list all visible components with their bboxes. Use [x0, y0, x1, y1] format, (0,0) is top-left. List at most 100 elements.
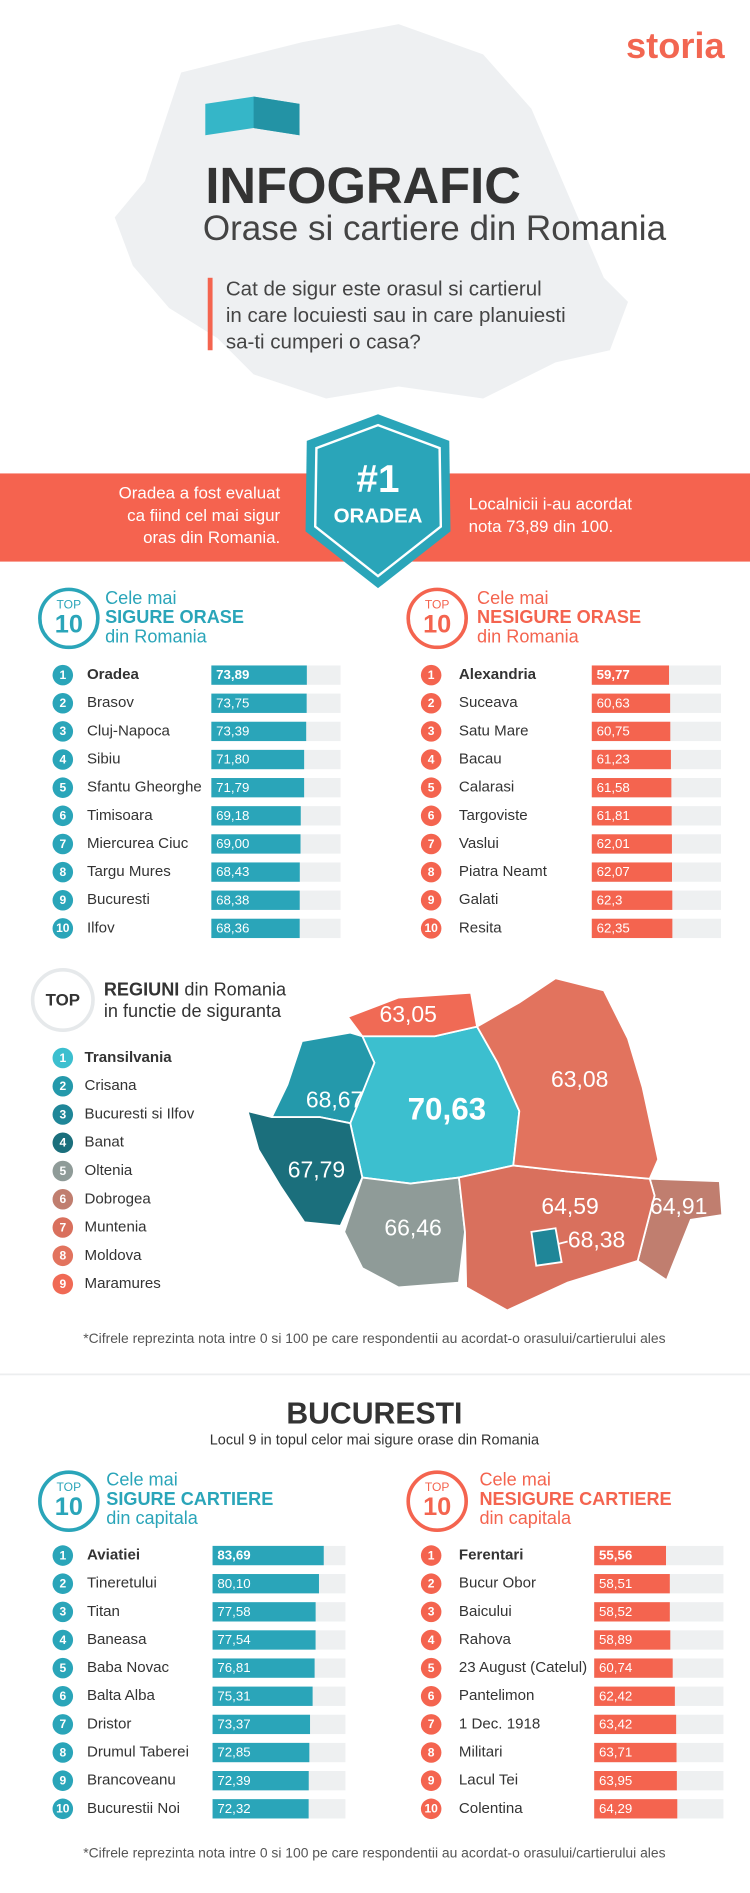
bar-label: 55,56	[599, 1548, 632, 1563]
rank-circle	[420, 1573, 442, 1594]
heading-bold: REGIUNI	[104, 979, 179, 999]
bar	[212, 1714, 311, 1735]
footnote: *Cifrele reprezinta nota intre 0 si 100 …	[83, 1845, 665, 1861]
bar-label: 60,75	[597, 724, 630, 739]
rank: 9	[428, 1773, 435, 1787]
top-badge	[38, 1470, 100, 1533]
banner-right-line: nota 73,89 din 100.	[469, 517, 614, 536]
badge-num: 10	[55, 1493, 83, 1521]
item-name: Baneasa	[87, 1631, 147, 1648]
region-name: Dobrogea	[85, 1190, 152, 1207]
item-name: Militari	[459, 1744, 503, 1761]
rank: 5	[59, 780, 66, 794]
rank-circle	[52, 889, 74, 911]
bar	[591, 749, 671, 770]
top-badge	[30, 967, 95, 1033]
rank-circle	[52, 777, 74, 798]
item-name: Rahova	[459, 1631, 512, 1648]
top-badge	[406, 1470, 468, 1533]
shield	[305, 414, 451, 589]
badge-rank: #1	[357, 458, 400, 501]
bar-label: 76,81	[217, 1660, 250, 1675]
item-name: Bucurestii Noi	[87, 1800, 180, 1817]
rank: 6	[428, 1689, 435, 1703]
rank: 7	[59, 837, 66, 851]
rank-circle	[52, 805, 74, 827]
bar	[212, 1799, 309, 1819]
bar-label: 73,89	[216, 667, 249, 682]
bar	[591, 890, 673, 910]
bar	[211, 721, 307, 742]
region-name: Maramures	[85, 1275, 161, 1292]
rank-circle	[420, 1685, 442, 1707]
list-heading: din capitala	[479, 1508, 572, 1528]
bar-label: 61,81	[597, 808, 630, 823]
region-name: Banat	[85, 1134, 125, 1151]
bar	[591, 665, 670, 685]
list-heading: SIGURE ORASE	[105, 607, 244, 627]
list-heading: SIGURE CARTIERE	[106, 1489, 273, 1509]
bar	[591, 918, 673, 939]
item-name: Sibiu	[87, 751, 121, 768]
item-name: Bucur Obor	[459, 1575, 536, 1592]
item-name: Oradea	[87, 666, 140, 683]
section-title: BUCURESTI	[286, 1397, 462, 1430]
rank: 7	[59, 1717, 66, 1731]
rank: 4	[428, 752, 435, 766]
rank-circle	[52, 1545, 74, 1566]
item-name: Satu Mare	[459, 722, 529, 739]
rank: 5	[59, 1164, 66, 1178]
region-name: Muntenia	[85, 1219, 148, 1236]
bar	[591, 693, 671, 713]
map-value: 63,08	[551, 1066, 608, 1092]
map-region	[246, 1109, 364, 1227]
item-name: Targoviste	[459, 807, 528, 824]
rank-circle	[52, 1742, 74, 1763]
bar-label: 62,42	[599, 1688, 632, 1703]
regions-heading: REGIUNI din Romania	[104, 979, 287, 999]
region-name: Crisana	[85, 1077, 138, 1094]
rank: 6	[428, 809, 435, 823]
rank-circle	[52, 1601, 74, 1623]
list-heading: Cele mai	[105, 588, 176, 608]
bar	[591, 721, 671, 742]
top-badge	[38, 587, 100, 650]
map-value: 68,67	[306, 1087, 363, 1113]
item-name: Cluj-Napoca	[87, 722, 171, 739]
bar-label: 60,63	[597, 695, 630, 710]
map-value: 68,38	[568, 1227, 625, 1253]
rank-circle	[52, 1770, 74, 1791]
bar	[591, 778, 672, 798]
rank: 3	[59, 1605, 66, 1619]
item-name: Brasov	[87, 694, 134, 711]
item-name: Baicului	[459, 1603, 512, 1620]
rank-circle	[52, 1573, 74, 1594]
map-value: 63,05	[380, 1001, 437, 1027]
bar-label: 58,51	[599, 1576, 632, 1591]
badge-top: TOP	[57, 597, 82, 611]
rank: 7	[428, 1717, 435, 1731]
subtitle: Orase si cartiere din Romania	[203, 209, 667, 248]
bar-label: 72,32	[217, 1801, 250, 1816]
bar-label: 62,3	[597, 892, 623, 907]
item-name: Lacul Tei	[459, 1772, 518, 1789]
rank: 2	[428, 1576, 435, 1590]
bar-label: 69,00	[216, 836, 249, 851]
rank-circle	[420, 749, 442, 770]
map-value: 64,91	[650, 1193, 707, 1219]
bar	[594, 1574, 670, 1594]
heading-rest: din Romania	[184, 979, 287, 999]
list-heading: din Romania	[105, 626, 208, 646]
bar-label: 62,35	[597, 921, 630, 936]
badge-city: ORADEA	[334, 504, 423, 527]
item-name: Piatra Neamt	[459, 863, 548, 880]
item-name: Miercurea Ciuc	[87, 835, 189, 852]
badge-top: TOP	[425, 1480, 450, 1494]
question-line: Cat de sigur este orasul si cartierul	[226, 277, 542, 300]
rank-circle	[52, 861, 74, 883]
bar-label: 68,43	[216, 864, 249, 879]
map-region	[475, 977, 660, 1180]
bar-label: 59,77	[597, 667, 630, 682]
bar-label: 83,69	[217, 1548, 250, 1563]
bar	[211, 806, 301, 826]
